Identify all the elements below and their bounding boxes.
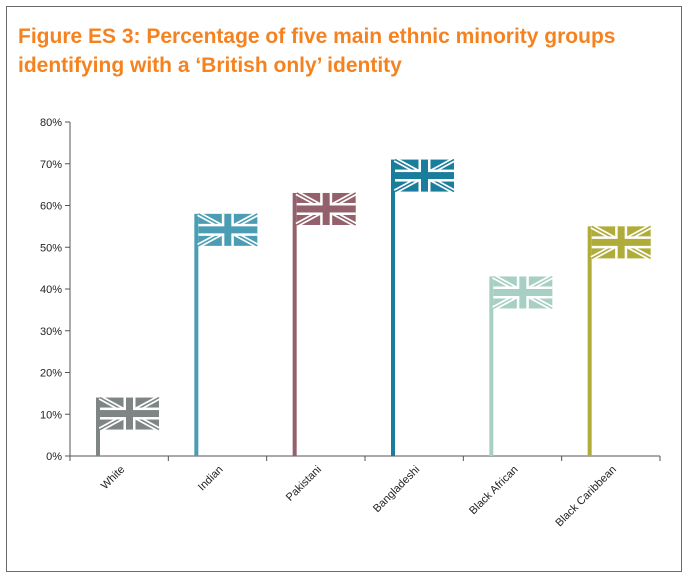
- flag-pole: [292, 192, 297, 456]
- bar-group: [96, 157, 652, 456]
- flag-pole: [489, 276, 494, 456]
- flag-pole: [96, 397, 100, 456]
- x-tick-label: White: [99, 464, 127, 492]
- x-tick-label: Black African: [467, 464, 520, 517]
- x-tick-label: Pakistani: [284, 464, 324, 504]
- flag-bar-black-caribbean: [587, 224, 652, 456]
- flag-pole: [194, 213, 199, 456]
- flag-bar-black-african: [489, 274, 554, 456]
- y-tick-label: 70%: [40, 159, 62, 171]
- chart-title: Figure ES 3: Percentage of five main eth…: [18, 22, 658, 80]
- y-tick-label: 80%: [40, 117, 62, 129]
- y-tick-label: 20%: [40, 368, 62, 380]
- flag-pole: [391, 159, 395, 456]
- y-tick-label: 60%: [40, 201, 62, 213]
- y-tick-label: 40%: [40, 284, 62, 296]
- chart-frame: [6, 6, 682, 572]
- y-tick-group: 0% 10% 20% 30% 40% 50% 60% 70% 80%: [40, 117, 70, 463]
- x-tick-group: White Indian Pakistani Bangladeshi Black Afr…: [69, 456, 661, 530]
- union-flag-icon: [492, 274, 554, 311]
- x-tick-label: Indian: [196, 464, 226, 494]
- flag-pole: [587, 226, 592, 456]
- union-flag-icon: [590, 224, 652, 261]
- x-tick-label: Bangladeshi: [371, 464, 422, 515]
- union-flag-icon: [295, 190, 357, 228]
- x-tick-label: Black Caribbean: [553, 464, 619, 530]
- union-flag-icon: [98, 395, 161, 432]
- flag-bar-bangladeshi: [391, 157, 456, 456]
- y-tick-label: 0%: [46, 451, 62, 463]
- union-flag-icon: [393, 157, 456, 194]
- y-tick-label: 50%: [40, 242, 62, 254]
- flag-bar-white: [96, 395, 161, 456]
- y-tick-label: 10%: [40, 409, 62, 421]
- flag-bar-indian: [194, 211, 259, 456]
- chart-title-line-2: identifying with a ‘British only’ identi…: [18, 54, 402, 77]
- union-flag-icon: [197, 211, 259, 249]
- y-tick-label: 30%: [40, 326, 62, 338]
- flag-bar-pakistani: [292, 190, 357, 456]
- chart-title-line-1: Figure ES 3: Percentage of five main eth…: [18, 25, 616, 48]
